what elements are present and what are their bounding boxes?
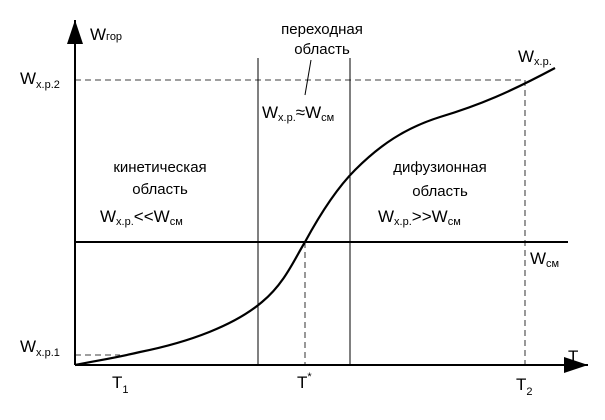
region-formula: Wх.р.≈Wсм xyxy=(262,103,334,124)
region-text: область xyxy=(132,181,188,198)
label-part: W xyxy=(20,337,36,356)
region-text: область xyxy=(294,41,350,58)
region-formula: Wх.р.>>Wсм xyxy=(378,207,461,228)
label-part: х.р.2 xyxy=(36,79,60,91)
y-label: Wгор xyxy=(90,25,122,44)
label-part: W xyxy=(305,103,321,122)
label-part: 1 xyxy=(122,384,128,396)
label-part: см xyxy=(170,216,183,228)
region-text: дифузионная xyxy=(393,159,486,176)
label-part: * xyxy=(307,371,312,383)
region-text: кинетическая xyxy=(113,159,206,176)
label-part: х.р. xyxy=(534,56,552,68)
label-part: 2 xyxy=(526,386,532,398)
curve-label: Wх.р. xyxy=(518,47,552,68)
label-part: W xyxy=(20,69,36,88)
x-label: T xyxy=(568,347,578,366)
label-part: х.р. xyxy=(394,216,412,228)
label-part: W xyxy=(100,207,116,226)
leader-line xyxy=(304,59,312,96)
label-part: гор xyxy=(106,31,122,43)
label-part: W xyxy=(90,25,106,44)
label-part: см xyxy=(448,216,461,228)
x-tick-label: T2 xyxy=(516,375,533,398)
label-part: W xyxy=(518,47,534,66)
curve xyxy=(74,67,556,367)
label-part: T xyxy=(297,373,307,392)
label-part: W xyxy=(432,207,448,226)
label-part: W xyxy=(262,103,278,122)
label-part: T xyxy=(112,373,122,392)
region-text: переходная xyxy=(281,21,363,38)
label-part: W xyxy=(530,249,546,268)
label-part: х.р. xyxy=(278,112,296,124)
label-part: х.р.1 xyxy=(36,347,60,359)
label-part: >> xyxy=(412,207,432,226)
label-part: ≈ xyxy=(296,103,305,122)
label-part: см xyxy=(321,112,334,124)
label-part: << xyxy=(134,207,154,226)
lines xyxy=(67,20,588,373)
x-tick-label: T1 xyxy=(112,373,129,396)
region-text: область xyxy=(412,183,468,200)
y-tick-label: Wх.р.2 xyxy=(20,69,60,91)
label-part: T xyxy=(516,375,526,394)
x-tick-label: T* xyxy=(297,371,312,392)
label-part: см xyxy=(546,258,559,270)
y-tick-label: Wх.р.1 xyxy=(20,337,60,359)
region-formula: Wх.р.<<Wсм xyxy=(100,207,183,228)
label-part: W xyxy=(378,207,394,226)
line-label: Wсм xyxy=(530,249,559,270)
label-part: W xyxy=(154,207,170,226)
label-part: х.р. xyxy=(116,216,134,228)
